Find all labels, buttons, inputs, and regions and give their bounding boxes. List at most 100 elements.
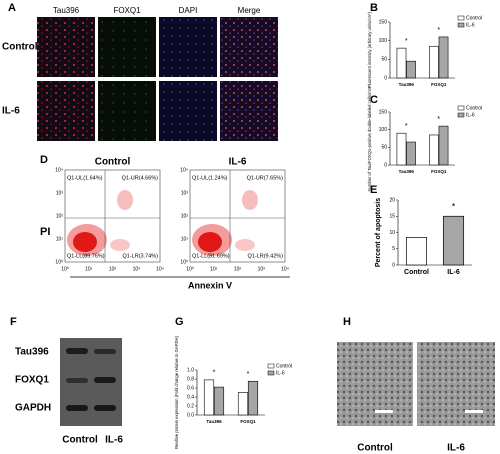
row-label: Tau396 [15, 347, 49, 358]
scale-bar [465, 410, 483, 413]
y-tick-label: 20 [389, 197, 395, 203]
bar [203, 379, 215, 416]
band [66, 348, 88, 354]
x-tick-label: 10³ [133, 266, 141, 272]
x-tick-label: Tau396 [399, 169, 415, 174]
bar [406, 60, 416, 79]
x-tick-label: 10² [109, 266, 117, 272]
legend-swatch [267, 363, 275, 369]
bar [438, 125, 449, 166]
plot-title: IL-6 [229, 157, 247, 168]
micrograph [98, 81, 156, 141]
row-label: IL-6 [2, 106, 20, 117]
micrograph [37, 17, 95, 77]
y-tick-label: 10² [56, 213, 64, 219]
column-label: FOXQ1 [113, 6, 141, 15]
axis-title: Fluorescent intensity (arbitrary units/c… [367, 11, 372, 87]
y-tick-label: 100 [379, 38, 388, 44]
micrograph [220, 17, 278, 77]
y-tick-label: 150 [379, 109, 388, 115]
micrograph [37, 81, 95, 141]
x-tick-label: Tau396 [399, 82, 415, 87]
bar [429, 45, 439, 79]
panel-letter: H [343, 316, 351, 328]
quadrant-label: Q1-LR(9.42%) [248, 253, 284, 259]
column-label: Control [62, 435, 98, 446]
quadrant-label: Q1-UL(1.24%) [192, 175, 228, 181]
y-tick-label: 0.4 [187, 394, 194, 400]
x-tick-label: Control [404, 269, 429, 276]
bar [213, 386, 225, 416]
panel-letter: D [40, 154, 48, 166]
y-tick-label: 50 [381, 57, 387, 63]
quadrant-label: Q1-UR(7.65%) [247, 175, 284, 181]
y-tick-label: 5 [392, 246, 395, 252]
band [94, 405, 116, 411]
annotation: * [437, 27, 440, 34]
column-label: IL-6 [447, 443, 465, 454]
row-label: FOXQ1 [15, 375, 49, 386]
column-label: Tau396 [53, 6, 80, 15]
bar [237, 392, 249, 416]
legend-swatch [267, 370, 275, 376]
y-tick-label: 50 [381, 145, 387, 151]
legend-swatch [457, 22, 465, 28]
scale-bar [375, 410, 393, 413]
y-tick-label: 15 [389, 214, 395, 220]
annotation: * [247, 371, 250, 378]
band [94, 377, 116, 383]
density [117, 190, 133, 210]
bar [396, 132, 407, 166]
plot-title: Control [95, 157, 131, 168]
y-tick-label: 0 [392, 262, 395, 268]
density [242, 190, 258, 210]
row-label: GAPDH [15, 403, 51, 414]
annotation: * [405, 123, 408, 130]
x-tick-label: FOXQ1 [431, 169, 447, 174]
panel-letter: F [10, 316, 17, 328]
legend-swatch [457, 112, 465, 118]
micrograph [220, 81, 278, 141]
annotation: * [213, 370, 216, 377]
panel-letter: E [370, 184, 377, 196]
x-tick-label: 10¹ [85, 266, 93, 272]
quadrant-label: Q1-LR(3.74%) [123, 253, 159, 259]
axis-title: PI [40, 226, 50, 238]
x-tick-label: 10² [234, 266, 242, 272]
legend-label: IL-6 [276, 370, 285, 376]
legend-swatch [457, 15, 465, 21]
quadrant-label: Q1-UR(4.66%) [122, 175, 159, 181]
y-tick-label: 10⁴ [55, 167, 63, 173]
x-tick-label: 10⁴ [281, 266, 289, 272]
panel-letter: A [8, 2, 16, 14]
legend-label: Control [276, 363, 292, 369]
bar [406, 141, 416, 166]
micrograph [98, 17, 156, 77]
quadrant-label: Q1-UL(1.64%) [67, 175, 103, 181]
band [94, 349, 116, 354]
y-tick-label: 10³ [181, 190, 189, 196]
x-tick-label: IL-6 [447, 269, 460, 276]
legend-swatch [457, 105, 465, 111]
bar [405, 237, 428, 266]
column-label: Control [357, 443, 393, 454]
y-tick-label: 10 [389, 230, 395, 236]
em-image [337, 342, 413, 426]
column-label: DAPI [179, 6, 198, 15]
bar [247, 380, 259, 416]
x-tick-label: 10⁰ [186, 266, 194, 272]
y-tick-label: 10¹ [56, 236, 64, 242]
y-tick-label: 0.6 [187, 385, 194, 391]
annotation: * [405, 38, 408, 45]
bar [442, 215, 465, 266]
quadrant-label: Q1-LL(89.76%) [67, 253, 105, 259]
column-label: IL-6 [105, 435, 123, 446]
y-tick-label: 100 [379, 127, 388, 133]
panel-letter: G [175, 316, 184, 328]
micrograph [159, 17, 217, 77]
density [198, 232, 222, 252]
density [235, 239, 255, 251]
y-tick-label: 10⁴ [180, 167, 188, 173]
x-tick-label: 10³ [258, 266, 266, 272]
x-tick-label: FOXQ1 [431, 82, 447, 87]
